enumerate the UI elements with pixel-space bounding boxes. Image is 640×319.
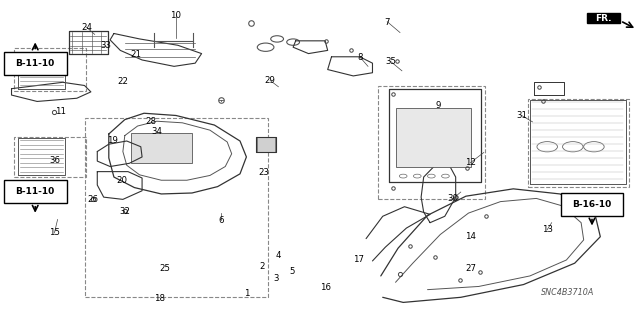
Text: 8: 8 (357, 53, 362, 62)
FancyBboxPatch shape (4, 52, 67, 75)
Text: 31: 31 (516, 111, 527, 120)
Text: 7: 7 (385, 18, 390, 27)
Text: 13: 13 (541, 225, 553, 234)
Text: 34: 34 (151, 127, 163, 136)
Text: 30: 30 (447, 194, 459, 203)
Text: 19: 19 (107, 136, 117, 145)
Text: 5: 5 (290, 267, 295, 276)
Text: 17: 17 (353, 256, 364, 264)
Text: 29: 29 (265, 76, 275, 85)
Text: 9: 9 (436, 101, 441, 110)
FancyBboxPatch shape (4, 180, 67, 203)
Text: 16: 16 (319, 283, 331, 292)
Text: 22: 22 (117, 77, 129, 86)
Text: 27: 27 (465, 264, 476, 273)
FancyBboxPatch shape (131, 133, 192, 163)
Text: 15: 15 (49, 228, 60, 237)
Text: 14: 14 (465, 232, 476, 241)
Text: 4: 4 (276, 251, 281, 260)
FancyBboxPatch shape (561, 193, 623, 216)
Text: 12: 12 (465, 158, 476, 167)
Text: 1: 1 (244, 289, 249, 298)
Text: 23: 23 (259, 168, 270, 177)
Text: 2: 2 (260, 262, 265, 271)
Text: 25: 25 (159, 264, 171, 273)
Text: 32: 32 (119, 207, 131, 216)
Text: 3: 3 (274, 274, 279, 283)
Text: 21: 21 (130, 50, 141, 59)
Text: 20: 20 (116, 176, 127, 185)
Text: 28: 28 (145, 117, 156, 126)
FancyBboxPatch shape (587, 13, 620, 23)
Text: 24: 24 (81, 23, 92, 32)
Text: 11: 11 (55, 107, 67, 116)
Text: FR.: FR. (595, 14, 612, 23)
Text: SNC4B3710A: SNC4B3710A (541, 288, 594, 297)
Text: B-11-10: B-11-10 (15, 59, 55, 68)
Text: 35: 35 (385, 57, 396, 66)
Text: 18: 18 (154, 294, 166, 303)
Text: 6: 6 (218, 216, 223, 225)
Text: 26: 26 (87, 195, 99, 204)
Text: 36: 36 (49, 156, 60, 165)
Text: B-11-10: B-11-10 (15, 187, 55, 196)
FancyBboxPatch shape (257, 137, 275, 152)
Text: 10: 10 (170, 11, 182, 20)
FancyBboxPatch shape (396, 108, 471, 167)
Text: B-16-10: B-16-10 (572, 200, 612, 209)
Text: 33: 33 (100, 41, 111, 50)
